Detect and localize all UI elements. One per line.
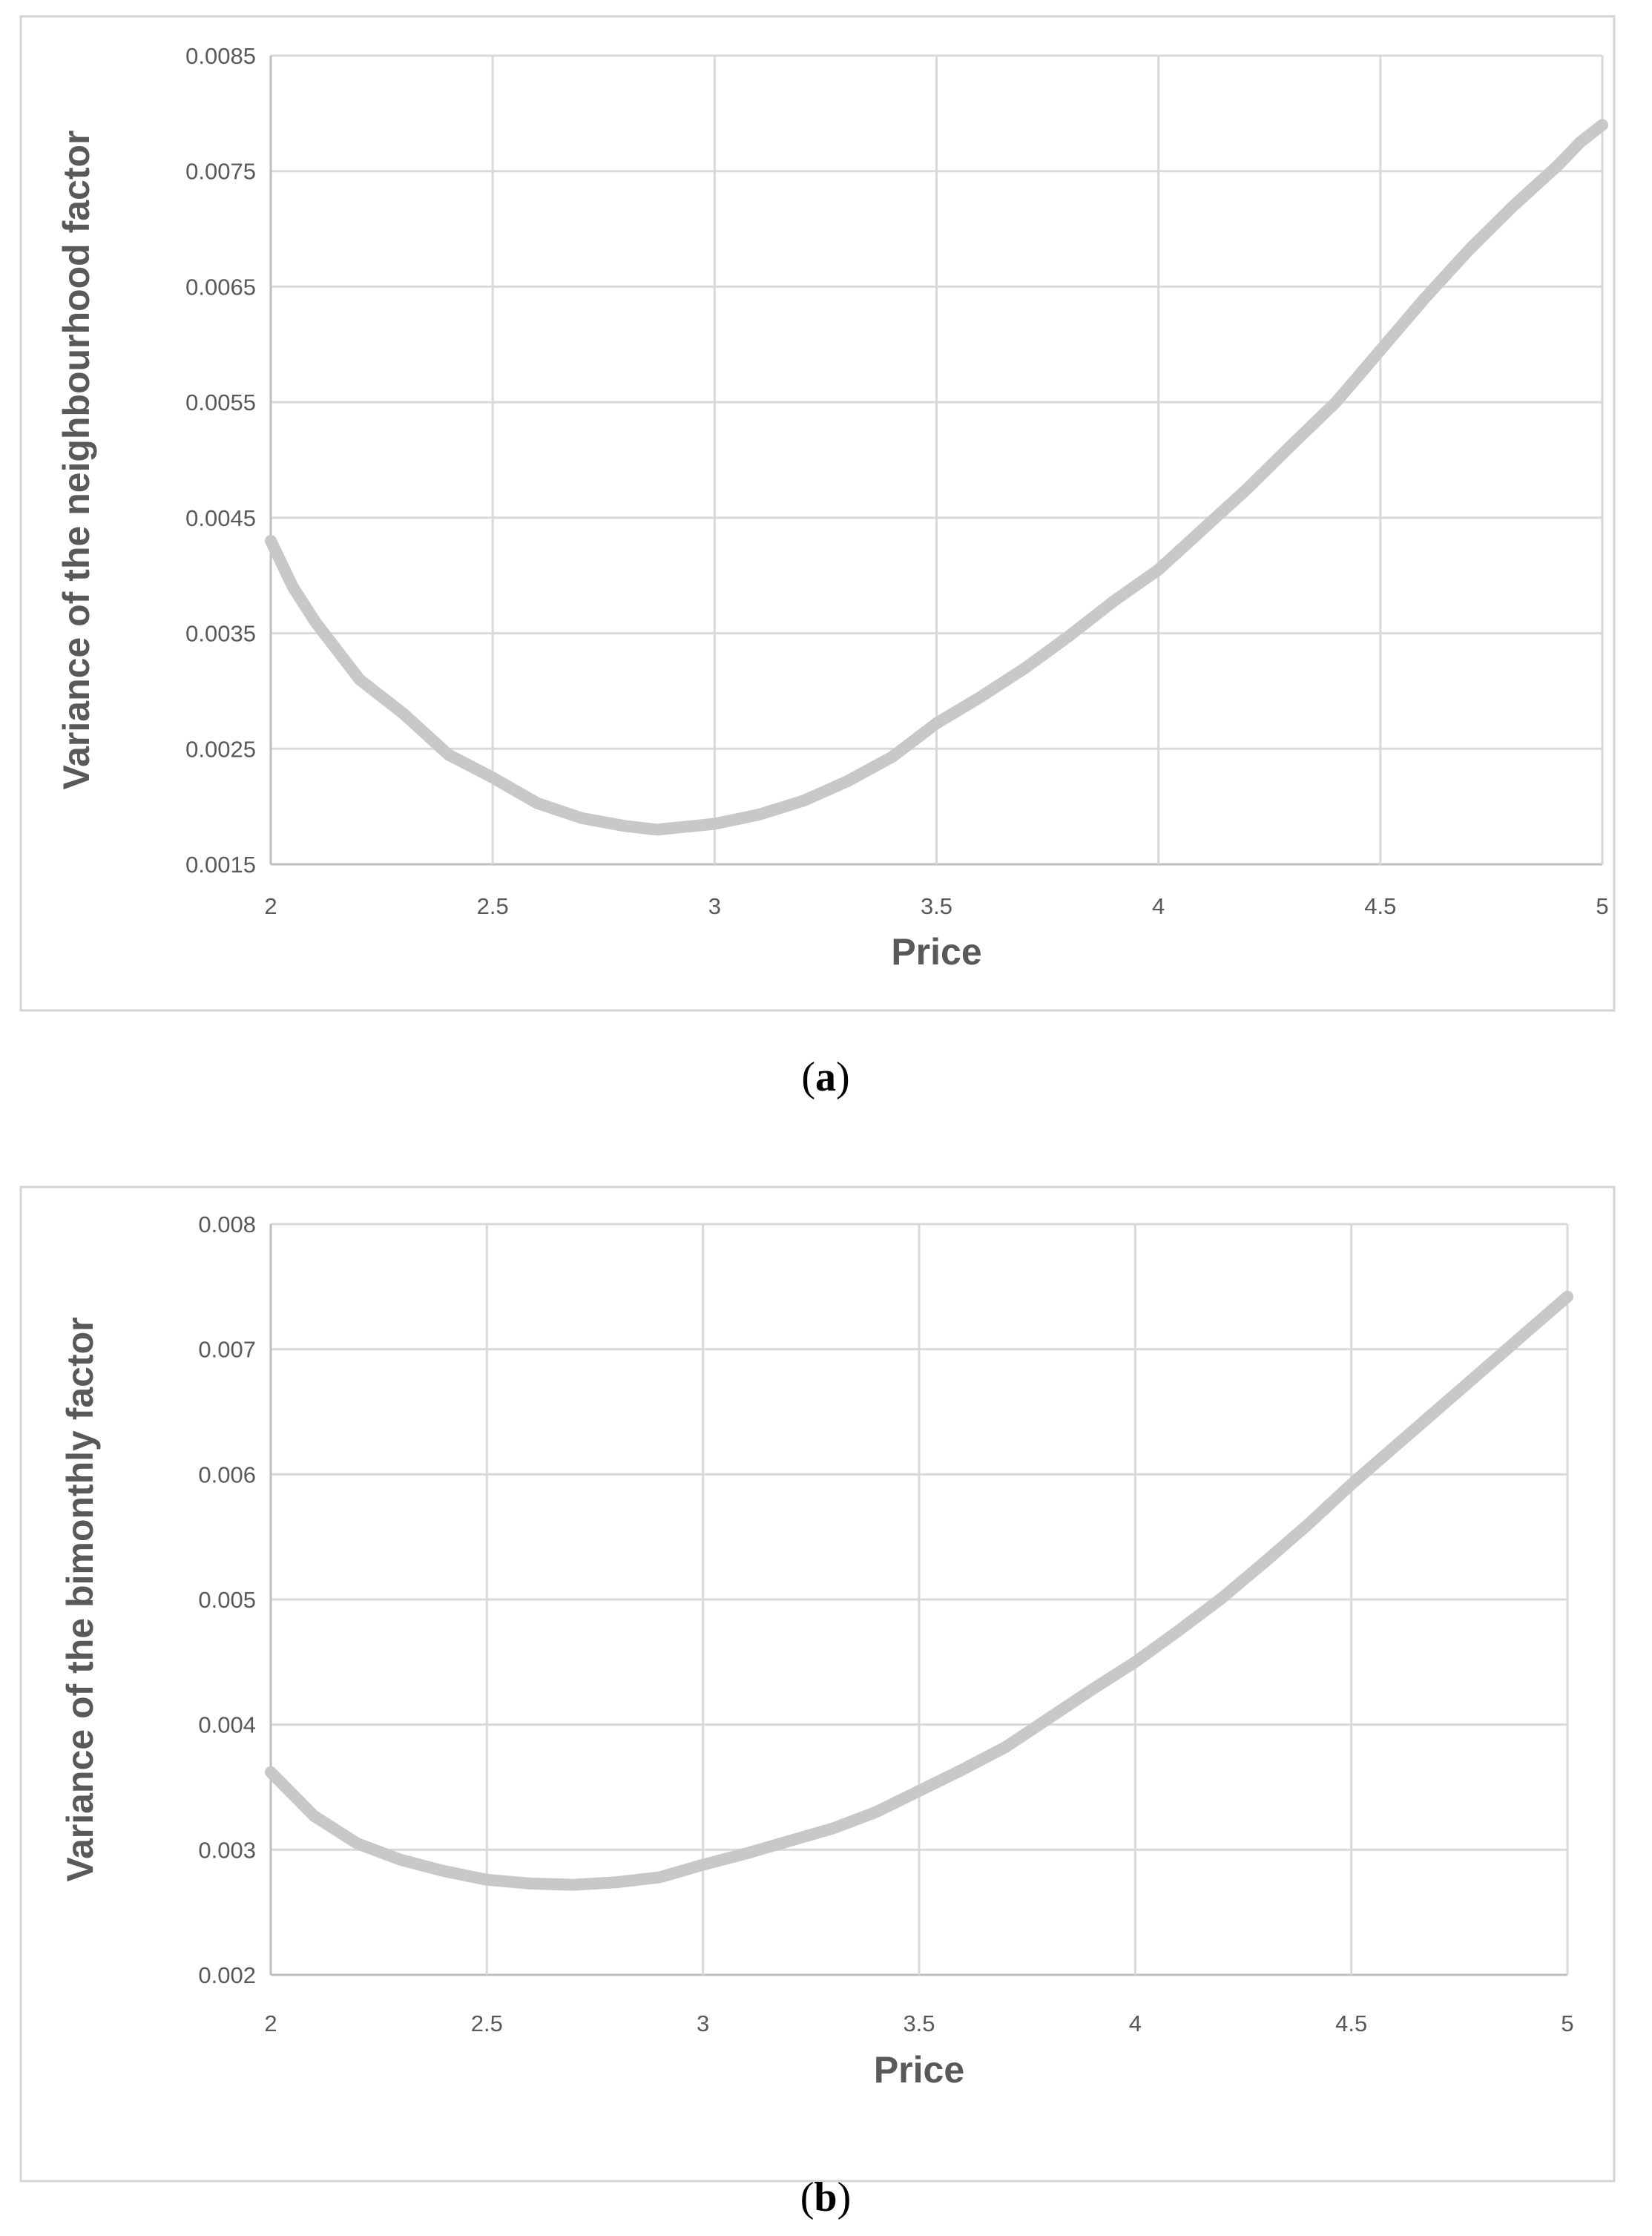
y-tick-label: 0.0025 [185,736,256,762]
y-tick-label: 0.0075 [185,159,256,185]
y-tick-label: 0.008 [198,1211,256,1237]
y-tick-label: 0.007 [198,1337,256,1363]
chart-panel-b: 0.002 0.003 0.004 0.005 0.006 0.007 0.008 2 2.5 3… [0,1157,1652,2236]
panel-caption: (a) [801,1054,849,1100]
x-tick-label: 3.5 [921,893,952,919]
y-tick-label: 0.006 [198,1461,256,1487]
panel-caption: (b) [800,2174,851,2220]
x-tick-label: 2 [264,2010,277,2036]
x-tick-label: 4.5 [1335,2010,1367,2036]
y-tick-label: 0.0065 [185,274,256,300]
x-tick-label: 3 [697,2010,709,2036]
x-tick-label: 3 [708,893,721,919]
chart-panel-a: 0.0015 0.0025 0.0035 0.0045 0.0055 0.0065 0.00… [19,15,1616,1100]
y-tick-label: 0.005 [198,1587,256,1613]
chart-frame [19,15,1616,1012]
y-tick-label: 0.0045 [185,505,256,531]
y-tick-label: 0.003 [198,1837,256,1863]
series-line [265,119,1608,836]
x-tick-label: 2.5 [477,893,509,919]
y-tick-label: 0.0085 [185,43,256,69]
y-tick-label: 0.002 [198,1962,256,1988]
x-tick-label: 2 [264,893,277,919]
x-axis-title: Price [891,931,981,973]
y-axis-title: Variance of the bimonthly factor [59,1317,101,1881]
y-tick-label: 0.0015 [185,852,256,878]
x-tick-label: 4.5 [1364,893,1396,919]
x-tick-label: 4 [1152,893,1165,919]
chart-a-svg: 0.0015 0.0025 0.0035 0.0045 0.0055 0.0065 0.00… [19,15,1616,1100]
chart-b-svg: 0.002 0.003 0.004 0.005 0.006 0.007 0.008 2 2.5 3… [19,1186,1616,2220]
x-tick-label: 5 [1596,893,1608,919]
y-axis-title: Variance of the neighbourhood factor [56,131,97,790]
x-tick-label: 2.5 [471,2010,503,2036]
x-axis-title: Price [874,2049,964,2091]
chart-frame [19,1186,1616,2183]
y-tick-label: 0.004 [198,1712,256,1738]
y-tick-label: 0.0055 [185,389,256,415]
y-tick-label: 0.0035 [185,621,256,647]
x-tick-label: 5 [1561,2010,1573,2036]
x-tick-label: 3.5 [903,2010,935,2036]
x-tick-label: 4 [1129,2010,1142,2036]
series-line [265,1290,1573,1891]
